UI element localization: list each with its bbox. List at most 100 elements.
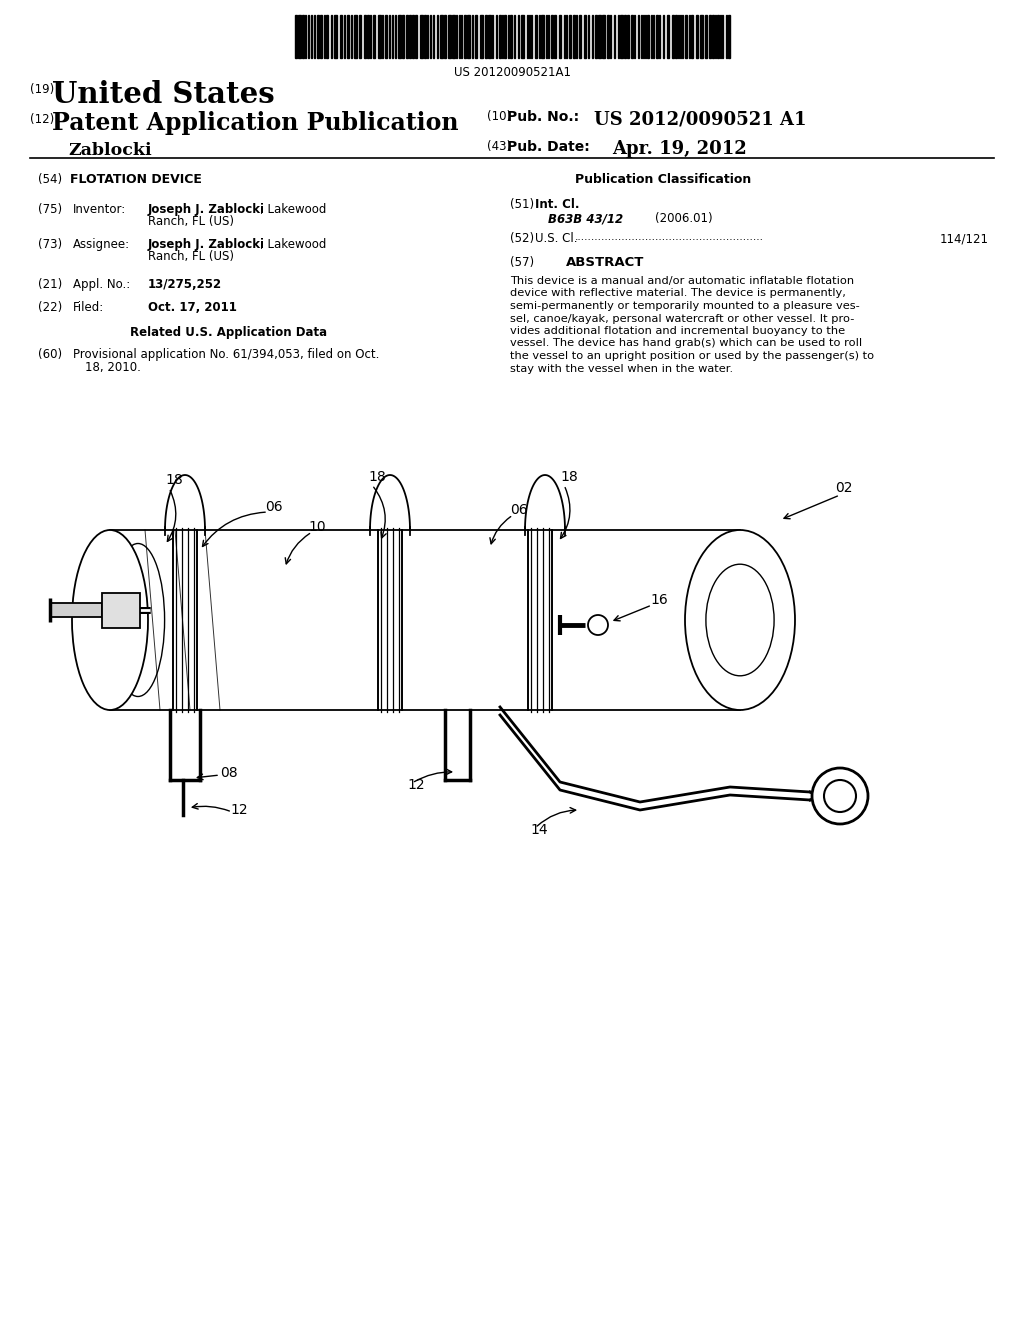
Text: 18: 18: [560, 470, 578, 484]
Text: 14: 14: [530, 822, 548, 837]
Text: (75): (75): [38, 203, 62, 216]
Bar: [569, 15, 571, 58]
Text: 18: 18: [165, 473, 182, 487]
Text: 13/275,252: 13/275,252: [148, 279, 222, 290]
Bar: [359, 15, 361, 58]
Bar: [354, 15, 357, 58]
Bar: [624, 15, 626, 58]
Text: Publication Classification: Publication Classification: [575, 173, 752, 186]
Bar: [541, 15, 544, 58]
Circle shape: [824, 780, 856, 812]
Text: 12: 12: [230, 803, 248, 817]
Bar: [402, 15, 404, 58]
Bar: [452, 15, 455, 58]
Bar: [631, 15, 633, 58]
Text: (10): (10): [487, 110, 511, 123]
Text: 02: 02: [835, 480, 853, 495]
Bar: [449, 15, 451, 58]
Text: (22): (22): [38, 301, 62, 314]
Text: 04: 04: [775, 628, 793, 642]
Text: vides additional flotation and incremental buoyancy to the: vides additional flotation and increment…: [510, 326, 845, 337]
Bar: [595, 15, 597, 58]
Bar: [579, 15, 581, 58]
Bar: [485, 15, 487, 58]
Text: 18, 2010.: 18, 2010.: [85, 360, 141, 374]
Bar: [559, 15, 561, 58]
Text: Provisional application No. 61/394,053, filed on Oct.: Provisional application No. 61/394,053, …: [73, 348, 379, 360]
Bar: [398, 15, 401, 58]
Bar: [627, 15, 629, 58]
Text: 06: 06: [510, 503, 527, 517]
Bar: [598, 15, 601, 58]
Bar: [691, 15, 693, 58]
Text: (2006.01): (2006.01): [655, 213, 713, 224]
Text: 08: 08: [220, 766, 238, 780]
Text: Related U.S. Application Data: Related U.S. Application Data: [130, 326, 327, 339]
Bar: [475, 15, 477, 58]
Bar: [667, 15, 669, 58]
Bar: [440, 15, 443, 58]
Bar: [656, 15, 658, 58]
Text: ........................................................: ........................................…: [575, 232, 764, 242]
Text: 10: 10: [308, 520, 326, 535]
Text: (43): (43): [487, 140, 511, 153]
Bar: [334, 15, 337, 58]
Bar: [367, 15, 369, 58]
Bar: [675, 15, 677, 58]
Bar: [347, 15, 349, 58]
Bar: [705, 15, 707, 58]
Text: Ranch, FL (US): Ranch, FL (US): [148, 249, 234, 263]
Bar: [373, 15, 375, 58]
Bar: [717, 15, 719, 58]
Text: Patent Application Publication: Patent Application Publication: [52, 111, 459, 135]
Bar: [647, 15, 649, 58]
Text: (60): (60): [38, 348, 62, 360]
Bar: [573, 15, 575, 58]
Bar: [326, 15, 328, 58]
Text: Appl. No.:: Appl. No.:: [73, 279, 130, 290]
Text: US 20120090521A1: US 20120090521A1: [454, 66, 571, 79]
Text: Joseph J. Zablocki: Joseph J. Zablocki: [148, 203, 265, 216]
Text: the vessel to an upright position or used by the passenger(s) to: the vessel to an upright position or use…: [510, 351, 874, 360]
Bar: [302, 15, 304, 58]
Bar: [415, 15, 417, 58]
Text: sel, canoe/kayak, personal watercraft or other vessel. It pro-: sel, canoe/kayak, personal watercraft or…: [510, 314, 854, 323]
Text: 114/121: 114/121: [940, 232, 989, 246]
Text: Assignee:: Assignee:: [73, 238, 130, 251]
Text: Pub. No.:: Pub. No.:: [507, 110, 580, 124]
Ellipse shape: [72, 531, 148, 710]
Text: ABSTRACT: ABSTRACT: [566, 256, 644, 269]
Bar: [464, 15, 466, 58]
Text: (51): (51): [510, 198, 535, 211]
Text: (19): (19): [30, 83, 54, 96]
Text: U.S. Cl.: U.S. Cl.: [535, 232, 578, 246]
Bar: [420, 15, 423, 58]
Bar: [488, 15, 490, 58]
Bar: [510, 15, 512, 58]
Bar: [696, 15, 698, 58]
Bar: [378, 15, 381, 58]
Text: , Lakewood: , Lakewood: [260, 203, 327, 216]
Bar: [364, 15, 366, 58]
Bar: [584, 15, 586, 58]
Text: B63B 43/12: B63B 43/12: [548, 213, 624, 224]
Bar: [340, 15, 342, 58]
Text: Joseph J. Zablocki: Joseph J. Zablocki: [148, 238, 265, 251]
Bar: [607, 15, 609, 58]
Text: semi-permanently or temporarily mounted to a pleasure ves-: semi-permanently or temporarily mounted …: [510, 301, 860, 312]
Bar: [685, 15, 687, 58]
Text: (54): (54): [38, 173, 62, 186]
Bar: [602, 15, 605, 58]
Text: , Lakewood: , Lakewood: [260, 238, 327, 251]
Bar: [295, 15, 297, 58]
Bar: [406, 15, 408, 58]
Text: Ranch, FL (US): Ranch, FL (US): [148, 215, 234, 228]
Text: United States: United States: [52, 81, 274, 110]
Bar: [712, 15, 714, 58]
Text: 16: 16: [650, 593, 668, 607]
Bar: [319, 15, 322, 58]
Bar: [535, 15, 537, 58]
Text: Int. Cl.: Int. Cl.: [535, 198, 580, 211]
Bar: [385, 15, 387, 58]
Bar: [102, 593, 140, 628]
